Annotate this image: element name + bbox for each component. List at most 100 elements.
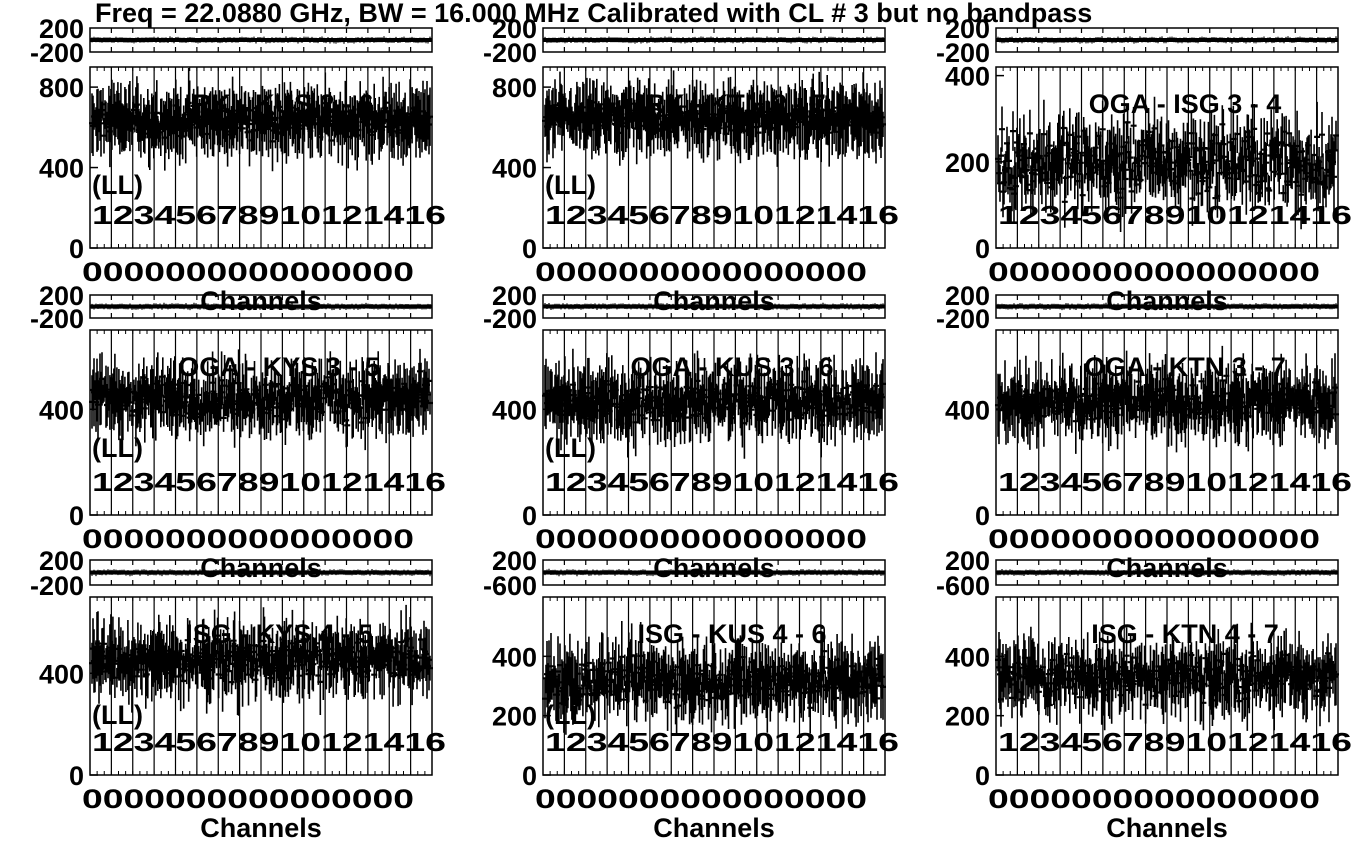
phase-tick-label: -200	[30, 304, 84, 334]
amp-points	[995, 651, 1339, 707]
baseline-label: ISG - KTN 4 - 7	[1091, 619, 1279, 649]
baseline-label: OGA - KUS 3 - 6	[630, 352, 833, 382]
x-axis-label: Channels	[200, 553, 322, 583]
amp-points	[542, 374, 886, 427]
channel-numbers: 12345678910121416	[998, 467, 1352, 497]
x-axis-label: Channels	[1106, 286, 1228, 316]
amp-tick-label: 0	[975, 501, 990, 531]
baseline-label: ISG - KYS 4 - 5	[185, 619, 373, 649]
phase-points	[995, 36, 1339, 44]
amp-tick-label: 400	[39, 395, 84, 425]
amp-tick-label: 200	[945, 148, 990, 178]
phase-tick-label: 200	[945, 281, 990, 311]
channel-numbers: 12345678910121416	[998, 200, 1352, 230]
amp-tick-label: 0	[975, 234, 990, 264]
amp-tick-label: 400	[39, 154, 84, 184]
amp-tick-label: 0	[69, 761, 84, 791]
amp-points	[995, 121, 1339, 203]
x-axis-label: Channels	[653, 286, 775, 316]
phase-points	[542, 568, 886, 577]
baseline-label: IRK - KTN 2 - 7	[638, 89, 826, 119]
phase-tick-label: 200	[492, 14, 537, 44]
amp-points	[542, 650, 886, 709]
phase-tick-label: -200	[936, 304, 990, 334]
phase-tick-label: -200	[30, 571, 84, 601]
amp-tick-label: 400	[492, 642, 537, 672]
phase-tick-label: 200	[39, 14, 84, 44]
channel-numbers: 12345678910121416	[92, 200, 446, 230]
amp-tick-label: 200	[945, 702, 990, 732]
channel-numbers: 12345678910121416	[545, 200, 899, 230]
phase-points	[995, 569, 1339, 577]
phase-tick-label: -200	[483, 38, 537, 68]
polarization-label: (LL)	[545, 700, 596, 730]
phase-tick-label: -200	[483, 304, 537, 334]
x-tick-labels: 0000000000000000	[988, 257, 1320, 287]
amp-tick-label: 0	[522, 501, 537, 531]
amp-tick-label: 200	[492, 702, 537, 732]
phase-points	[542, 36, 886, 44]
phase-tick-label: -600	[483, 571, 537, 601]
baseline-label: OGA - ISG 3 - 4	[1089, 89, 1282, 119]
x-tick-labels: 0000000000000000	[535, 257, 867, 287]
amp-tick-label: 400	[492, 395, 537, 425]
amp-tick-label: 0	[69, 234, 84, 264]
phase-points	[89, 36, 433, 44]
amp-tick-label: 800	[492, 73, 537, 103]
amp-tick-label: 400	[945, 642, 990, 672]
amp-tick-label: 0	[69, 501, 84, 531]
figure-title: Freq = 22.0880 GHz, BW = 16.000 MHz Cali…	[95, 0, 1092, 28]
phase-tick-label: -200	[936, 38, 990, 68]
amp-points	[89, 101, 433, 143]
baseline-label: OGA - KTN 3 - 7	[1084, 352, 1286, 382]
phase-tick-label: 200	[492, 281, 537, 311]
amp-tick-label: 0	[522, 761, 537, 791]
phase-points	[542, 302, 886, 311]
amp-points	[89, 370, 433, 427]
x-tick-labels: 0000000000000000	[988, 784, 1320, 814]
amp-tick-label: 400	[945, 62, 990, 92]
baseline-label: IRK - KUS 2 - 6	[184, 89, 373, 119]
x-axis-label: Channels	[653, 553, 775, 583]
phase-points	[89, 302, 433, 311]
panel-7: 200-200 400 0 ISG - KYS 4 - 5 (LL)1234567891…	[30, 546, 446, 843]
phase-tick-label: 200	[39, 546, 84, 576]
amp-tick-label: 0	[975, 761, 990, 791]
channel-numbers: 12345678910121416	[545, 467, 899, 497]
amp-points	[995, 373, 1339, 425]
amp-tick-label: 0	[522, 234, 537, 264]
x-axis-label: Channels	[1106, 553, 1228, 583]
phase-tick-label: 200	[492, 546, 537, 576]
amp-tick-label: 800	[39, 73, 84, 103]
channel-numbers: 12345678910121416	[92, 727, 446, 757]
x-tick-labels: 0000000000000000	[535, 784, 867, 814]
polarization-label: (LL)	[92, 700, 143, 730]
x-axis-label: Channels	[653, 813, 775, 843]
x-tick-labels: 0000000000000000	[82, 784, 414, 814]
phase-points	[995, 302, 1339, 311]
channel-numbers: 12345678910121416	[998, 727, 1352, 757]
phase-tick-label: -200	[30, 38, 84, 68]
polarization-label: (LL)	[545, 170, 596, 200]
phase-tick-label: 200	[945, 546, 990, 576]
phase-tick-label: 200	[945, 14, 990, 44]
polarization-label: (LL)	[92, 170, 143, 200]
channel-numbers: 12345678910121416	[92, 467, 446, 497]
x-axis-label: Channels	[1106, 813, 1228, 843]
phase-tick-label: 200	[39, 281, 84, 311]
polarization-label: (LL)	[92, 433, 143, 463]
x-axis-label: Channels	[200, 286, 322, 316]
baseline-label: OGA - KYS 3 - 5	[178, 352, 380, 382]
amp-points	[542, 99, 886, 137]
x-tick-labels: 0000000000000000	[82, 257, 414, 287]
